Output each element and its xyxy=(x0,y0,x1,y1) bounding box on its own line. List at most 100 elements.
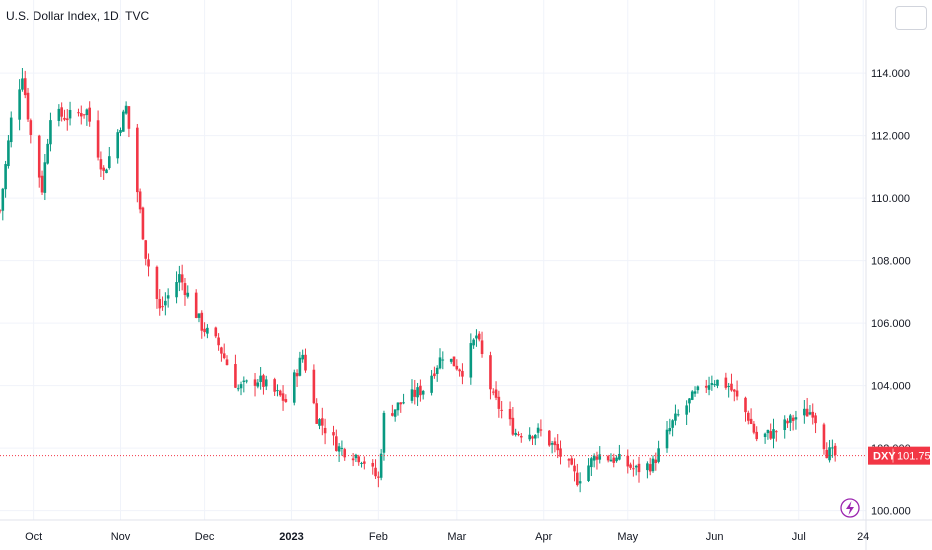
candle-up xyxy=(85,108,89,126)
candle-body xyxy=(775,431,778,433)
candle-body xyxy=(637,463,641,473)
candle-body xyxy=(831,447,834,449)
candle-body xyxy=(222,353,226,359)
candle-body xyxy=(519,436,523,438)
candle-body xyxy=(37,135,41,178)
candle-body xyxy=(693,391,697,394)
candle-down xyxy=(746,410,750,425)
candle-down xyxy=(180,264,184,291)
candle-up xyxy=(166,288,170,308)
candle-down xyxy=(825,442,829,459)
x-tick-label: May xyxy=(617,531,638,543)
candle-body xyxy=(517,434,520,436)
candle-body xyxy=(746,412,750,421)
candle-up xyxy=(438,348,442,370)
candle-body xyxy=(88,107,91,122)
candle-down xyxy=(141,206,145,241)
candle-down xyxy=(82,114,86,119)
candle-body xyxy=(206,327,209,334)
candle-body xyxy=(598,454,602,460)
candle-down xyxy=(29,118,33,144)
candle-body xyxy=(178,274,181,283)
candle-body xyxy=(421,390,425,395)
candle-body xyxy=(63,117,66,120)
candle-body xyxy=(262,375,265,387)
candle-body xyxy=(528,434,531,440)
candle-up xyxy=(710,375,714,391)
candle-body xyxy=(1,188,5,211)
candle-down xyxy=(704,379,708,394)
candle-body xyxy=(57,108,61,121)
candle-down xyxy=(531,435,534,445)
candle-up xyxy=(337,443,341,462)
candle-down xyxy=(632,459,635,477)
candle-body xyxy=(43,162,47,193)
candle-down xyxy=(217,333,220,351)
candle-up xyxy=(536,423,540,439)
candle-body xyxy=(382,412,386,453)
candle-body xyxy=(225,359,229,366)
x-tick-label: Feb xyxy=(369,531,388,543)
candle-down xyxy=(811,403,815,425)
candle-body xyxy=(559,448,562,457)
candle-body xyxy=(340,447,344,449)
chart-menu-button[interactable] xyxy=(895,6,927,30)
candle-body xyxy=(671,420,674,428)
candle-body xyxy=(626,455,630,467)
candle-down xyxy=(102,165,105,180)
candle-body xyxy=(127,106,131,129)
candle-body xyxy=(155,266,159,299)
candle-body xyxy=(618,453,621,460)
candle-up xyxy=(340,440,344,456)
candle-down xyxy=(517,431,520,437)
candle-body xyxy=(732,389,736,392)
candle-up xyxy=(264,375,268,391)
x-tick-label: Mar xyxy=(447,531,466,543)
candle-up xyxy=(808,405,812,416)
candle-down xyxy=(570,455,574,466)
candle-body xyxy=(298,357,302,376)
candle-down xyxy=(351,453,355,467)
candle-down xyxy=(234,354,237,389)
candle-up xyxy=(831,439,834,458)
candle-body xyxy=(102,167,105,171)
candle-down xyxy=(320,407,324,436)
y-tick-label: 108.000 xyxy=(871,256,911,268)
candle-body xyxy=(469,343,473,378)
candle-up xyxy=(256,379,260,389)
candle-body xyxy=(124,105,128,114)
lightning-icon[interactable] xyxy=(840,498,860,518)
candle-body xyxy=(657,448,660,462)
candle-body xyxy=(399,402,403,405)
candle-up xyxy=(828,439,831,463)
candle-body xyxy=(811,411,815,418)
candle-down xyxy=(63,109,66,122)
candle-down xyxy=(539,419,543,437)
candle-body xyxy=(183,283,187,296)
candle-down xyxy=(491,388,495,396)
candle-up xyxy=(259,367,262,390)
candle-body xyxy=(822,424,826,450)
candle-up xyxy=(441,351,445,370)
candle-up xyxy=(186,285,190,299)
candle-up xyxy=(122,109,125,132)
time-axis[interactable]: Oct Nov Dec 2023 Feb Mar Apr May Jun Jul 24 xyxy=(25,531,869,543)
candle-up xyxy=(292,369,296,406)
candle-down xyxy=(147,253,150,277)
candle-body xyxy=(220,347,223,354)
candle-body xyxy=(606,456,610,461)
candle-body xyxy=(727,385,730,387)
candle-body xyxy=(814,415,817,424)
candle-body xyxy=(419,385,422,396)
candle-down xyxy=(755,426,758,442)
candle-body xyxy=(648,464,652,472)
candle-up xyxy=(766,429,770,440)
candle-down xyxy=(744,396,747,422)
candle-up xyxy=(164,292,167,316)
candle-body xyxy=(234,364,237,388)
candle-down xyxy=(391,404,394,417)
candle-down xyxy=(0,209,2,214)
candle-body xyxy=(68,109,72,119)
candle-body xyxy=(556,443,560,451)
